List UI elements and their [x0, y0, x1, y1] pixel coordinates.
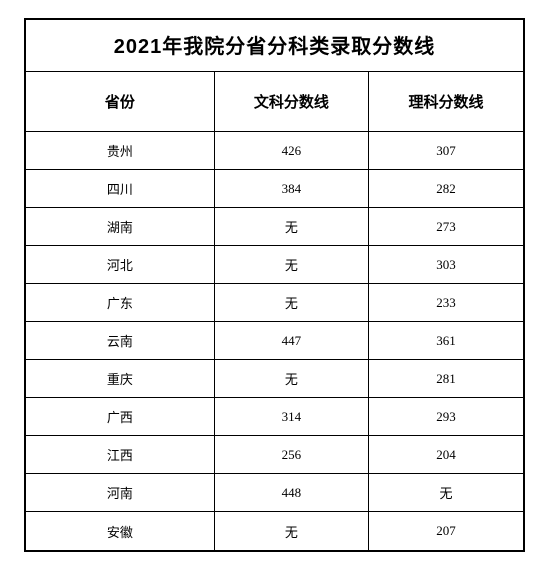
table-body: 贵州426307四川384282湖南无273河北无303广东无233云南4473… — [26, 132, 523, 550]
table-header-row: 省份 文科分数线 理科分数线 — [26, 72, 523, 132]
cell-science: 207 — [369, 512, 523, 550]
cell-liberal: 448 — [215, 474, 369, 511]
table-title-row: 2021年我院分省分科类录取分数线 — [26, 20, 523, 72]
table-row: 广东无233 — [26, 284, 523, 322]
cell-province: 广东 — [26, 284, 215, 321]
cell-science: 273 — [369, 208, 523, 245]
cell-province: 湖南 — [26, 208, 215, 245]
table-row: 湖南无273 — [26, 208, 523, 246]
header-science: 理科分数线 — [369, 72, 523, 131]
cell-science: 303 — [369, 246, 523, 283]
cell-province: 云南 — [26, 322, 215, 359]
cell-science: 307 — [369, 132, 523, 169]
cell-science: 204 — [369, 436, 523, 473]
cell-province: 江西 — [26, 436, 215, 473]
cell-province: 广西 — [26, 398, 215, 435]
cell-science: 281 — [369, 360, 523, 397]
cell-science: 233 — [369, 284, 523, 321]
header-liberal: 文科分数线 — [215, 72, 369, 131]
cell-province: 安徽 — [26, 512, 215, 550]
cell-liberal: 无 — [215, 360, 369, 397]
cell-liberal: 256 — [215, 436, 369, 473]
cell-liberal: 无 — [215, 246, 369, 283]
table-row: 贵州426307 — [26, 132, 523, 170]
cell-liberal: 314 — [215, 398, 369, 435]
table-row: 江西256204 — [26, 436, 523, 474]
table-row: 广西314293 — [26, 398, 523, 436]
cell-liberal: 无 — [215, 208, 369, 245]
table-row: 云南447361 — [26, 322, 523, 360]
cell-science: 282 — [369, 170, 523, 207]
cell-province: 四川 — [26, 170, 215, 207]
cell-liberal: 无 — [215, 512, 369, 550]
cell-liberal: 384 — [215, 170, 369, 207]
table-row: 四川384282 — [26, 170, 523, 208]
cell-liberal: 无 — [215, 284, 369, 321]
cell-province: 贵州 — [26, 132, 215, 169]
cell-province: 重庆 — [26, 360, 215, 397]
cell-liberal: 426 — [215, 132, 369, 169]
table-row: 河北无303 — [26, 246, 523, 284]
cell-science: 无 — [369, 474, 523, 511]
cell-province: 河北 — [26, 246, 215, 283]
score-table: 2021年我院分省分科类录取分数线 省份 文科分数线 理科分数线 贵州42630… — [24, 18, 525, 552]
table-row: 安徽无207 — [26, 512, 523, 550]
header-province: 省份 — [26, 72, 215, 131]
table-title: 2021年我院分省分科类录取分数线 — [114, 36, 436, 58]
cell-liberal: 447 — [215, 322, 369, 359]
table-row: 河南448无 — [26, 474, 523, 512]
cell-province: 河南 — [26, 474, 215, 511]
cell-science: 293 — [369, 398, 523, 435]
table-row: 重庆无281 — [26, 360, 523, 398]
cell-science: 361 — [369, 322, 523, 359]
